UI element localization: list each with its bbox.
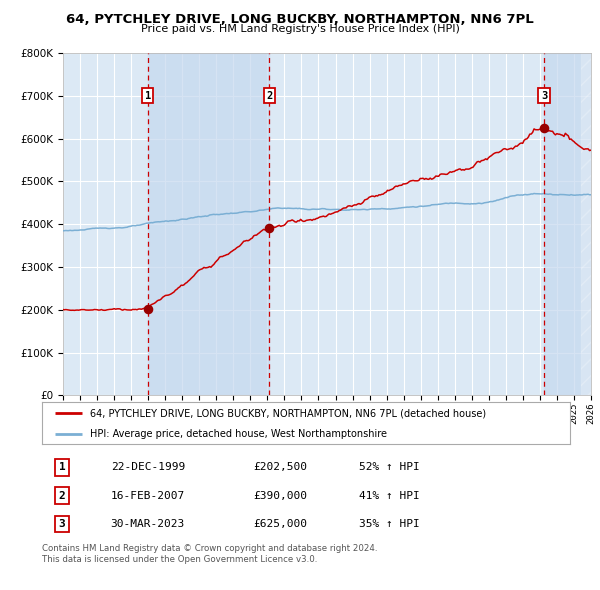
Text: 3: 3 (541, 91, 547, 101)
Text: 64, PYTCHLEY DRIVE, LONG BUCKBY, NORTHAMPTON, NN6 7PL (detached house): 64, PYTCHLEY DRIVE, LONG BUCKBY, NORTHAM… (89, 408, 485, 418)
Text: 35% ↑ HPI: 35% ↑ HPI (359, 519, 419, 529)
Text: Price paid vs. HM Land Registry's House Price Index (HPI): Price paid vs. HM Land Registry's House … (140, 24, 460, 34)
Text: Contains HM Land Registry data © Crown copyright and database right 2024.: Contains HM Land Registry data © Crown c… (42, 544, 377, 553)
Text: 41% ↑ HPI: 41% ↑ HPI (359, 491, 419, 500)
Text: 2: 2 (266, 91, 272, 101)
Point (539, 123, 549, 133)
Point (143, 304, 152, 313)
Text: 22-DEC-1999: 22-DEC-1999 (110, 463, 185, 472)
Point (265, 224, 274, 233)
Text: This data is licensed under the Open Government Licence v3.0.: This data is licensed under the Open Gov… (42, 555, 317, 563)
Bar (148, 53, 269, 395)
Text: 3: 3 (59, 519, 65, 529)
Text: 52% ↑ HPI: 52% ↑ HPI (359, 463, 419, 472)
Text: HPI: Average price, detached house, West Northamptonshire: HPI: Average price, detached house, West… (89, 429, 386, 438)
Text: 30-MAR-2023: 30-MAR-2023 (110, 519, 185, 529)
Text: 2: 2 (59, 491, 65, 500)
Text: 16-FEB-2007: 16-FEB-2007 (110, 491, 185, 500)
Bar (581, 53, 591, 395)
Text: 1: 1 (59, 463, 65, 472)
Text: 1: 1 (145, 91, 151, 101)
Bar (544, 53, 591, 395)
Text: 64, PYTCHLEY DRIVE, LONG BUCKBY, NORTHAMPTON, NN6 7PL: 64, PYTCHLEY DRIVE, LONG BUCKBY, NORTHAM… (66, 13, 534, 26)
Text: £625,000: £625,000 (253, 519, 307, 529)
Text: £202,500: £202,500 (253, 463, 307, 472)
Text: £390,000: £390,000 (253, 491, 307, 500)
